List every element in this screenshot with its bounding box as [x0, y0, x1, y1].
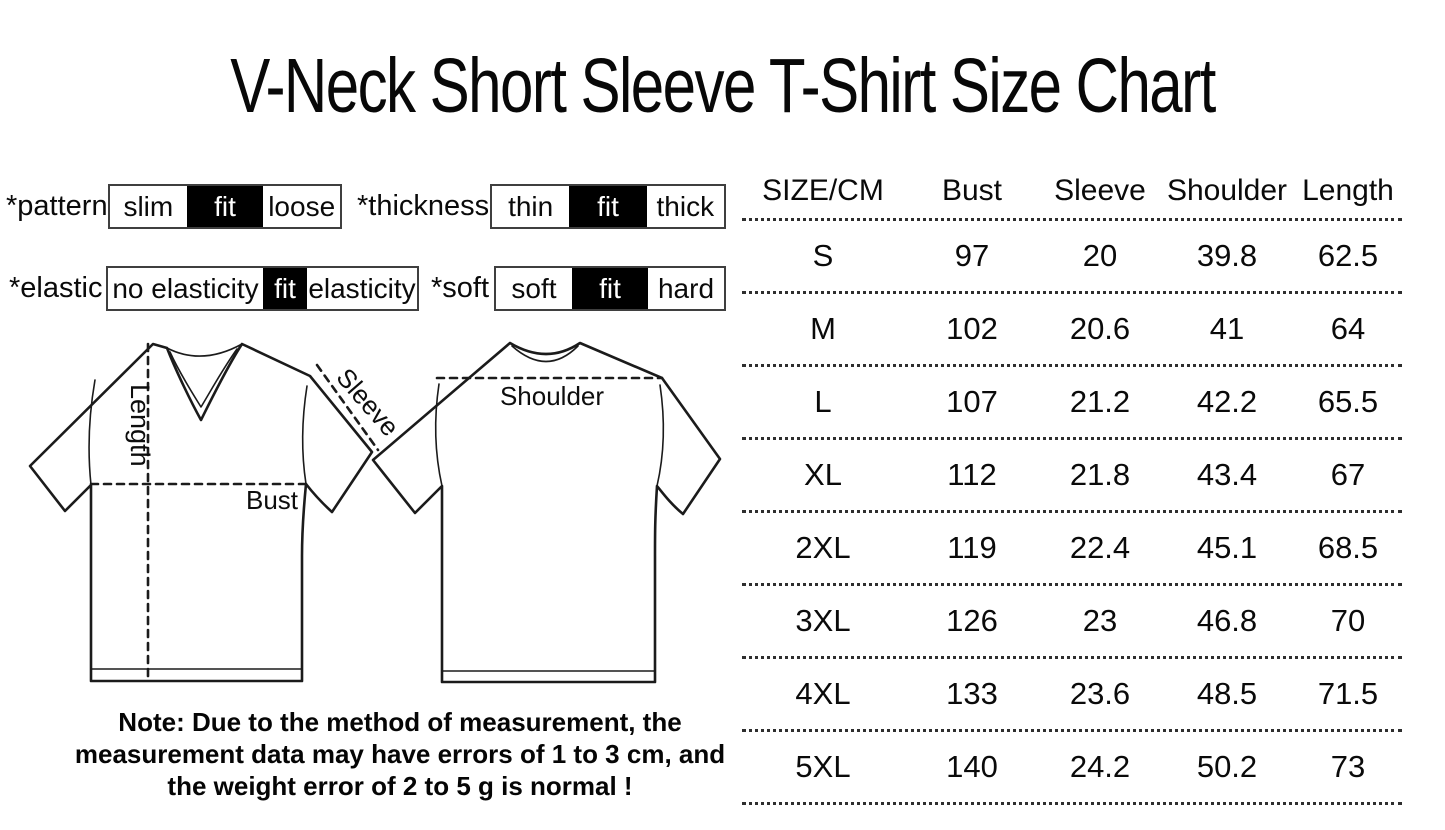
- size-cell: 4XL: [795, 676, 851, 711]
- bust-cell: 107: [946, 384, 998, 419]
- col-header-bust: Bust: [941, 173, 1003, 207]
- table-row: S 97 20 39.8 62.5: [742, 221, 1402, 294]
- size-table-header: SIZE/CM Bust Sleeve Shoulder Length: [742, 163, 1402, 221]
- size-cell: XL: [804, 457, 842, 492]
- pattern-option-loose: loose: [268, 190, 336, 222]
- pattern-option-slim: slim: [123, 190, 174, 222]
- shoulder-cell: 41: [1209, 311, 1245, 346]
- bust-label: Bust: [246, 485, 299, 515]
- shoulder-label: Shoulder: [500, 381, 604, 411]
- table-row: M 102 20.6 41 64: [742, 294, 1402, 367]
- size-table: SIZE/CM Bust Sleeve Shoulder Length S 97…: [742, 163, 1402, 805]
- bust-cell: 97: [954, 238, 990, 273]
- size-cell: 5XL: [795, 749, 851, 784]
- bust-cell: 126: [946, 603, 998, 638]
- bust-cell: 133: [946, 676, 998, 711]
- shoulder-cell: 43.4: [1196, 457, 1258, 492]
- elastic-option-elasticity: elasticity: [308, 272, 416, 304]
- sleeve-label: Sleeve: [330, 362, 405, 442]
- elastic-option-no-elasticity: no elasticity: [112, 272, 259, 304]
- table-row: L 107 21.2 42.2 65.5: [742, 367, 1402, 440]
- col-header-length: Length: [1302, 173, 1394, 207]
- sleeve-cell: 24.2: [1069, 749, 1131, 784]
- sleeve-cell: 20.6: [1069, 311, 1131, 346]
- length-label: Length: [125, 384, 155, 467]
- thickness-option-thin: thin: [508, 190, 554, 222]
- size-cell: S: [812, 238, 834, 273]
- shoulder-cell: 39.8: [1196, 238, 1258, 273]
- thickness-option-thick: thick: [656, 190, 715, 222]
- sleeve-cell: 21.8: [1069, 457, 1131, 492]
- length-cell: 62.5: [1317, 238, 1379, 273]
- bust-cell: 119: [947, 530, 997, 565]
- tshirt-measurement-diagram: Length Bust Sleeve Shoulder: [28, 341, 722, 684]
- length-cell: 71.5: [1317, 676, 1379, 711]
- back-collar-inner-line: [511, 345, 579, 363]
- bust-cell: 112: [947, 457, 997, 492]
- size-cell: 3XL: [795, 603, 851, 638]
- sleeve-cell: 21.2: [1069, 384, 1131, 419]
- thickness-option-fit: fit: [569, 186, 647, 227]
- table-row: 3XL 126 23 46.8 70: [742, 586, 1402, 659]
- elastic-option-fit: fit: [263, 268, 307, 309]
- note-line-1: Note: Due to the method of measurement, …: [118, 707, 682, 737]
- soft-option-soft: soft: [511, 272, 557, 304]
- elastic-label: *elastic: [9, 272, 103, 304]
- pattern-option-fit: fit: [186, 186, 264, 227]
- shoulder-cell: 45.1: [1196, 530, 1258, 565]
- size-cell: M: [810, 311, 836, 346]
- bust-cell: 140: [946, 749, 998, 784]
- table-row: 5XL 140 24.2 50.2 73: [742, 732, 1402, 805]
- size-cell: L: [814, 384, 832, 419]
- front-collar-inner-line: [169, 348, 238, 408]
- measurement-note: Note: Due to the method of measurement, …: [58, 706, 742, 802]
- soft-label: *soft: [431, 272, 490, 304]
- length-cell: 70: [1330, 603, 1366, 638]
- sleeve-cell: 23.6: [1069, 676, 1131, 711]
- thickness-selector: thin fit thick: [490, 184, 726, 229]
- note-line-2: measurement data may have errors of 1 to…: [74, 739, 726, 769]
- table-row: XL 112 21.8 43.4 67: [742, 440, 1402, 513]
- pattern-label: *pattern: [6, 190, 108, 222]
- length-cell: 64: [1330, 311, 1366, 346]
- table-row: 2XL 119 22.4 45.1 68.5: [742, 513, 1402, 586]
- elastic-selector: no elasticity fit elasticity: [106, 266, 419, 311]
- soft-selector: soft fit hard: [494, 266, 726, 311]
- bust-cell: 102: [946, 311, 998, 346]
- pattern-selector: slim fit loose: [108, 184, 342, 229]
- soft-option-fit: fit: [572, 268, 648, 309]
- front-collar-back-line: [166, 343, 243, 357]
- shoulder-cell: 48.5: [1196, 676, 1258, 711]
- note-line-3: the weight error of 2 to 5 g is normal !: [167, 771, 633, 801]
- col-header-size: SIZE/CM: [762, 173, 884, 207]
- length-cell: 65.5: [1317, 384, 1379, 419]
- length-cell: 67: [1330, 457, 1366, 492]
- page-title: V-Neck Short Sleeve T-Shirt Size Chart: [230, 43, 1216, 129]
- shoulder-cell: 46.8: [1196, 603, 1258, 638]
- thickness-label: *thickness: [357, 190, 490, 222]
- front-shirt-outline: [28, 342, 374, 683]
- col-header-sleeve: Sleeve: [1054, 173, 1146, 207]
- col-header-shoulder: Shoulder: [1166, 173, 1288, 207]
- shoulder-cell: 42.2: [1196, 384, 1258, 419]
- back-shirt-outline: [371, 341, 722, 684]
- size-cell: 2XL: [795, 530, 851, 565]
- sleeve-cell: 20: [1082, 238, 1118, 273]
- front-left-armhole-seam: [88, 379, 96, 486]
- shoulder-cell: 50.2: [1196, 749, 1258, 784]
- length-cell: 68.5: [1317, 530, 1379, 565]
- sleeve-cell: 22.4: [1069, 530, 1131, 565]
- back-right-armhole-seam: [656, 384, 665, 487]
- front-right-armhole-seam: [301, 385, 308, 485]
- table-row: 4XL 133 23.6 48.5 71.5: [742, 659, 1402, 732]
- soft-option-hard: hard: [657, 272, 715, 304]
- back-left-armhole-seam: [434, 383, 443, 487]
- length-cell: 73: [1330, 749, 1366, 784]
- sleeve-measure-line: [315, 363, 380, 452]
- sleeve-cell: 23: [1082, 603, 1118, 638]
